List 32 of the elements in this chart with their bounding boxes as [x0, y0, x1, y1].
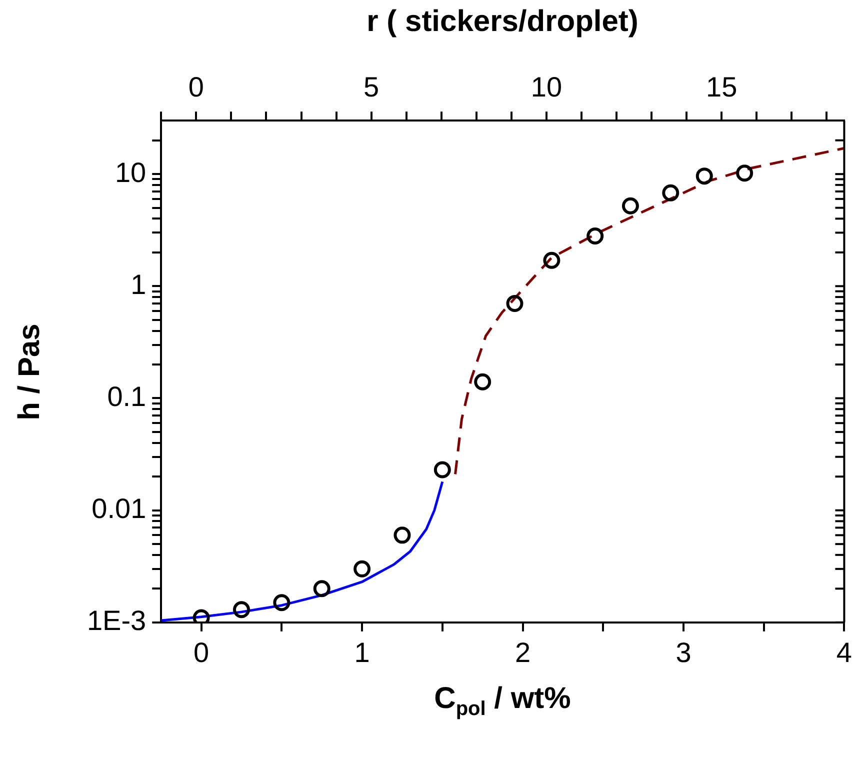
x-tick-label: 2 [514, 636, 531, 668]
y-tick-label: 10 [114, 156, 146, 188]
point [586, 228, 604, 245]
point [313, 580, 330, 598]
point [394, 526, 411, 544]
point [736, 164, 754, 182]
y-tick-label: 0.01 [92, 493, 146, 524]
x2-tick-label: 10 [530, 72, 562, 103]
point [233, 601, 250, 618]
line-series [454, 147, 844, 476]
y-tick-label: 1 [130, 268, 146, 300]
point [506, 295, 524, 312]
point [474, 373, 492, 390]
x2-tick-label: 0 [188, 72, 204, 103]
x-tick-label: 1 [354, 636, 370, 668]
point [543, 252, 560, 269]
point [354, 560, 371, 578]
point [622, 197, 639, 214]
x2-axis-title: r ( stickers/droplet) [366, 5, 638, 39]
point [696, 168, 713, 185]
x2-tick-label: 15 [706, 72, 738, 103]
y-tick-label: 1E-3 [86, 605, 146, 636]
y-tick-label: 0.1 [107, 380, 146, 412]
point [662, 184, 680, 202]
point [273, 594, 290, 612]
x2-tick-label: 5 [364, 72, 380, 103]
x-tick-label: 3 [676, 636, 692, 668]
point [434, 461, 451, 478]
y-axis-title: h / Pas [13, 323, 47, 420]
x-tick-label: 4 [836, 636, 852, 668]
x-axis-title: C$_{pol}$ / wt% [434, 682, 571, 722]
x-tick-label: 0 [194, 636, 210, 668]
